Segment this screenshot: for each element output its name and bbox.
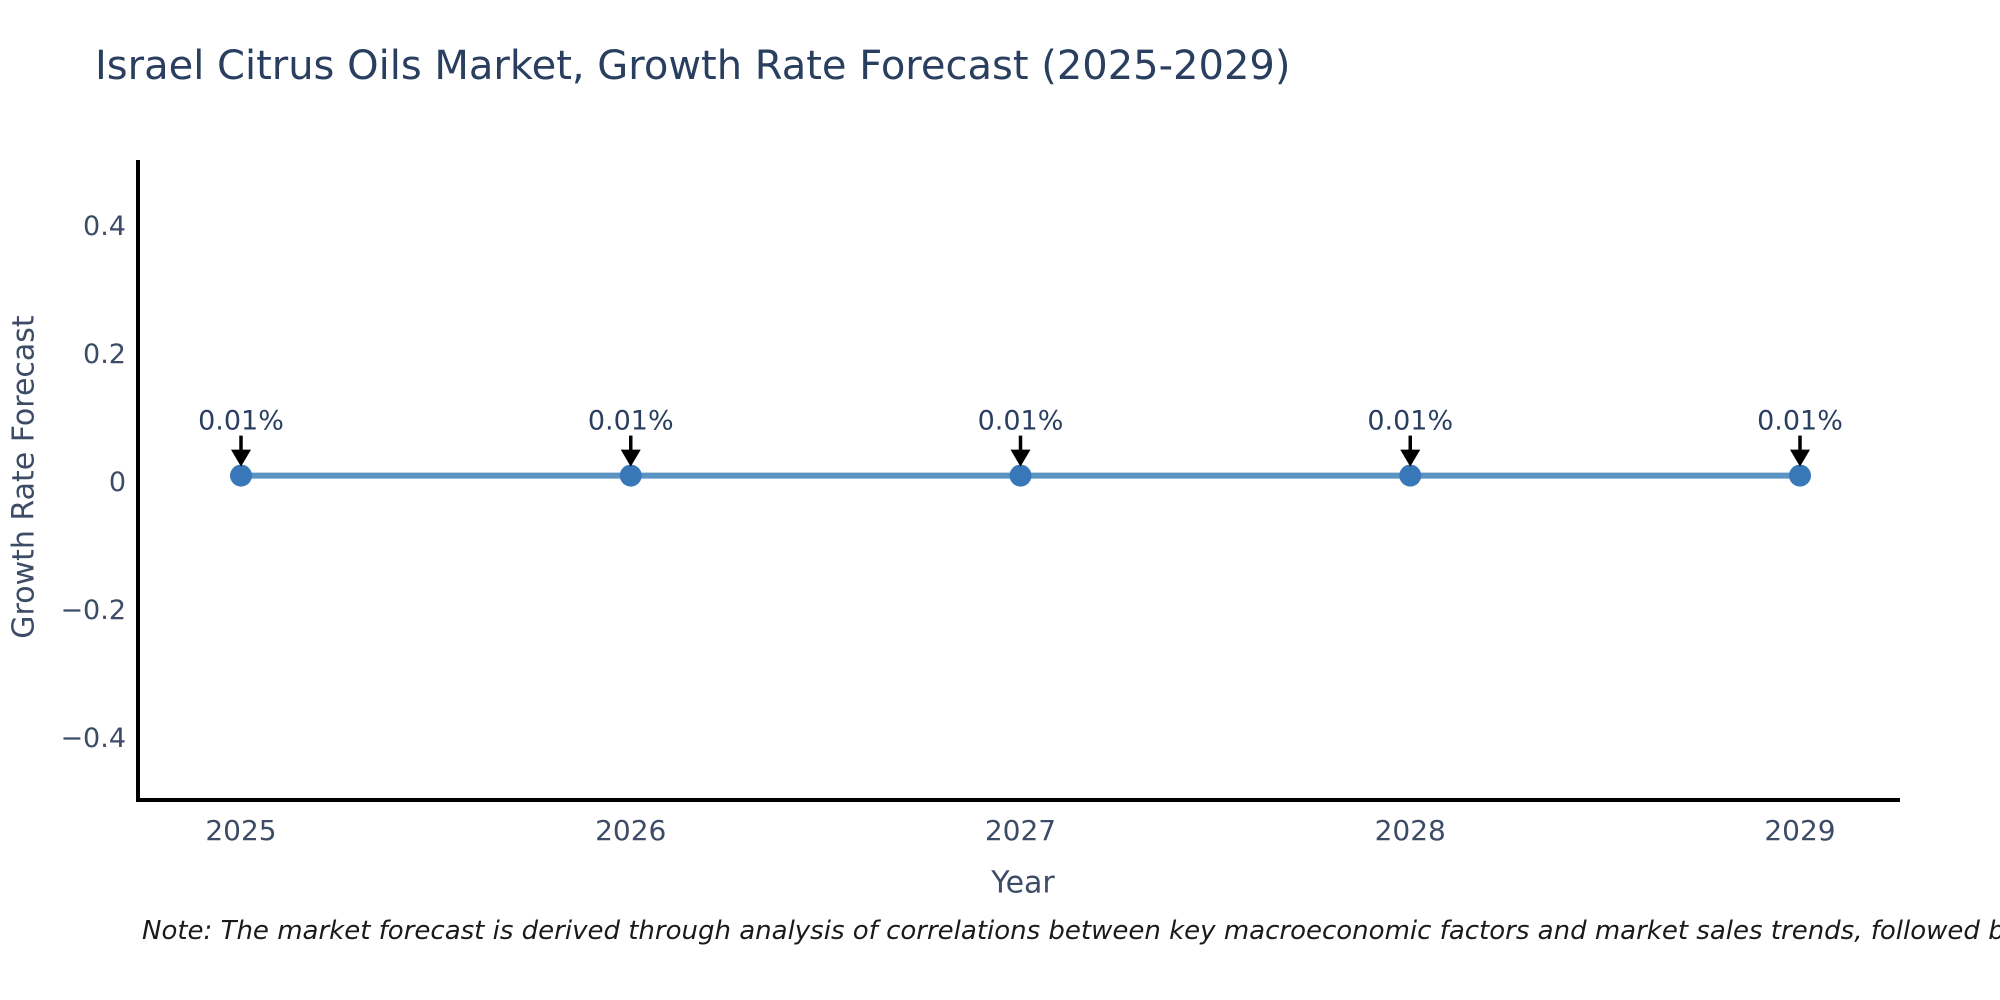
y-tick-label: 0.4 [83, 211, 126, 242]
point-value-label: 0.01% [588, 406, 674, 437]
annotation-arrow-head-icon [1400, 449, 1421, 467]
x-tick-label: 2029 [1764, 814, 1835, 847]
x-axis-title: Year [991, 865, 1055, 901]
point-value-label: 0.01% [978, 406, 1064, 437]
axis-lines [136, 160, 1900, 802]
point-value-label: 0.01% [1757, 406, 1843, 437]
annotation-arrow-head-icon [1790, 449, 1810, 467]
x-tick-label: 2026 [595, 814, 666, 847]
y-tick-label: 0 [109, 467, 126, 498]
data-point [1789, 464, 1811, 487]
x-tick-label: 2025 [205, 814, 276, 847]
y-tick-label: −0.2 [60, 595, 126, 626]
data-point [230, 464, 252, 487]
footnote: Note: The market forecast is derived thr… [142, 916, 2000, 946]
chart-title: Israel Citrus Oils Market, Growth Rate F… [95, 43, 1291, 89]
y-tick-label: −0.4 [60, 723, 126, 754]
x-tick-label: 2028 [1375, 814, 1446, 847]
data-point [1009, 464, 1032, 487]
annotation-arrow-head-icon [620, 449, 641, 467]
annotation-arrow-head-icon [1010, 449, 1031, 467]
annotation-arrow-head-icon [231, 449, 251, 467]
data-point [619, 464, 642, 487]
y-tick-label: 0.2 [83, 339, 126, 370]
data-point [1399, 464, 1422, 487]
x-tick-label: 2027 [985, 814, 1056, 847]
point-value-label: 0.01% [1367, 406, 1453, 437]
point-value-label: 0.01% [198, 406, 284, 437]
